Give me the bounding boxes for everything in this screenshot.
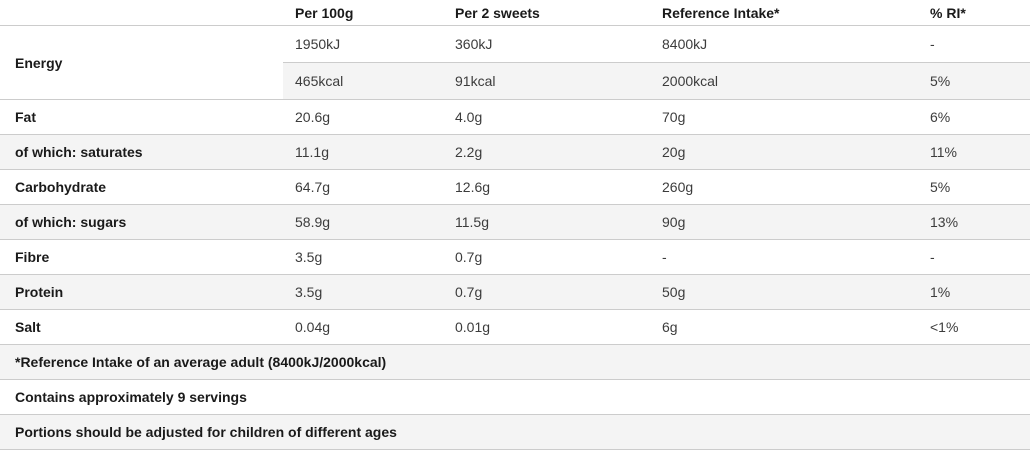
value-cell-ref: 6g xyxy=(650,309,918,345)
value-cell-ref: 70g xyxy=(650,99,918,135)
value-cell-per2: 12.6g xyxy=(443,169,650,205)
footnote-servings: Contains approximately 9 servings xyxy=(0,379,1030,415)
value-cell-per2: 4.0g xyxy=(443,99,650,135)
table-row-fibre: Fibre 3.5g 0.7g - - xyxy=(0,239,1030,275)
value-cell-per2: 11.5g xyxy=(443,204,650,240)
table-body: Energy 1950kJ 360kJ 8400kJ - 465kcal 91k… xyxy=(0,25,1030,450)
value-cell-ri: <1% xyxy=(918,309,1030,345)
header-cell-reference-intake: Reference Intake* xyxy=(650,0,918,26)
table-row-saturates: of which: saturates 11.1g 2.2g 20g 11% xyxy=(0,134,1030,170)
header-cell-per-100g: Per 100g xyxy=(283,0,443,26)
value-cell-per100g: 465kcal xyxy=(283,62,443,100)
footnote-reference-intake: *Reference Intake of an average adult (8… xyxy=(0,344,1030,380)
value-cell-ref: - xyxy=(650,239,918,275)
table-row-footnote-reference: *Reference Intake of an average adult (8… xyxy=(0,344,1030,380)
value-cell-ri: 11% xyxy=(918,134,1030,170)
table-row-energy-kj: Energy 1950kJ 360kJ 8400kJ - xyxy=(0,25,1030,100)
table-row-carbohydrate: Carbohydrate 64.7g 12.6g 260g 5% xyxy=(0,169,1030,205)
value-cell-ri: 13% xyxy=(918,204,1030,240)
value-cell-per100g: 3.5g xyxy=(283,274,443,310)
table-row-salt: Salt 0.04g 0.01g 6g <1% xyxy=(0,309,1030,345)
nutrient-label-fat: Fat xyxy=(0,99,283,135)
value-cell-per100g: 11.1g xyxy=(283,134,443,170)
value-cell-ri: 5% xyxy=(918,169,1030,205)
value-cell-per100g: 0.04g xyxy=(283,309,443,345)
nutrient-label-fibre: Fibre xyxy=(0,239,283,275)
value-cell-per2: 91kcal xyxy=(443,62,650,100)
header-cell-per-2-sweets: Per 2 sweets xyxy=(443,0,650,26)
nutrient-label-energy: Energy xyxy=(0,25,283,100)
nutrient-label-sugars: of which: sugars xyxy=(0,204,283,240)
value-cell-ref: 90g xyxy=(650,204,918,240)
value-cell-per2: 2.2g xyxy=(443,134,650,170)
header-row: Per 100g Per 2 sweets Reference Intake* … xyxy=(0,0,1030,26)
table-row-sugars: of which: sugars 58.9g 11.5g 90g 13% xyxy=(0,204,1030,240)
value-cell-per100g: 58.9g xyxy=(283,204,443,240)
nutrient-label-carbohydrate: Carbohydrate xyxy=(0,169,283,205)
value-cell-per2: 360kJ xyxy=(443,25,650,63)
value-cell-ref: 20g xyxy=(650,134,918,170)
value-cell-per100g: 1950kJ xyxy=(283,25,443,63)
table-row-footnote-portions: Portions should be adjusted for children… xyxy=(0,414,1030,450)
value-cell-ri: 5% xyxy=(918,62,1030,100)
value-cell-per100g: 3.5g xyxy=(283,239,443,275)
value-cell-ref: 50g xyxy=(650,274,918,310)
value-cell-per100g: 20.6g xyxy=(283,99,443,135)
value-cell-ri: - xyxy=(918,239,1030,275)
table-row-energy-kcal: 465kcal 91kcal 2000kcal 5% xyxy=(0,62,1030,100)
footnote-portions: Portions should be adjusted for children… xyxy=(0,414,1030,450)
value-cell-ri: 6% xyxy=(918,99,1030,135)
value-cell-ri: - xyxy=(918,25,1030,63)
table-row-fat: Fat 20.6g 4.0g 70g 6% xyxy=(0,99,1030,135)
header-cell-blank xyxy=(0,0,283,26)
value-cell-per100g: 64.7g xyxy=(283,169,443,205)
nutrient-label-saturates: of which: saturates xyxy=(0,134,283,170)
nutrient-label-salt: Salt xyxy=(0,309,283,345)
value-cell-per2: 0.01g xyxy=(443,309,650,345)
value-cell-ref: 2000kcal xyxy=(650,62,918,100)
value-cell-per2: 0.7g xyxy=(443,274,650,310)
value-cell-ri: 1% xyxy=(918,274,1030,310)
header-cell-ri-percent: % RI* xyxy=(918,0,1030,26)
value-cell-ref: 260g xyxy=(650,169,918,205)
value-cell-per2: 0.7g xyxy=(443,239,650,275)
nutrient-label-protein: Protein xyxy=(0,274,283,310)
table-row-protein: Protein 3.5g 0.7g 50g 1% xyxy=(0,274,1030,310)
table-header: Per 100g Per 2 sweets Reference Intake* … xyxy=(0,0,1030,26)
value-cell-ref: 8400kJ xyxy=(650,25,918,63)
table-row-footnote-servings: Contains approximately 9 servings xyxy=(0,379,1030,415)
